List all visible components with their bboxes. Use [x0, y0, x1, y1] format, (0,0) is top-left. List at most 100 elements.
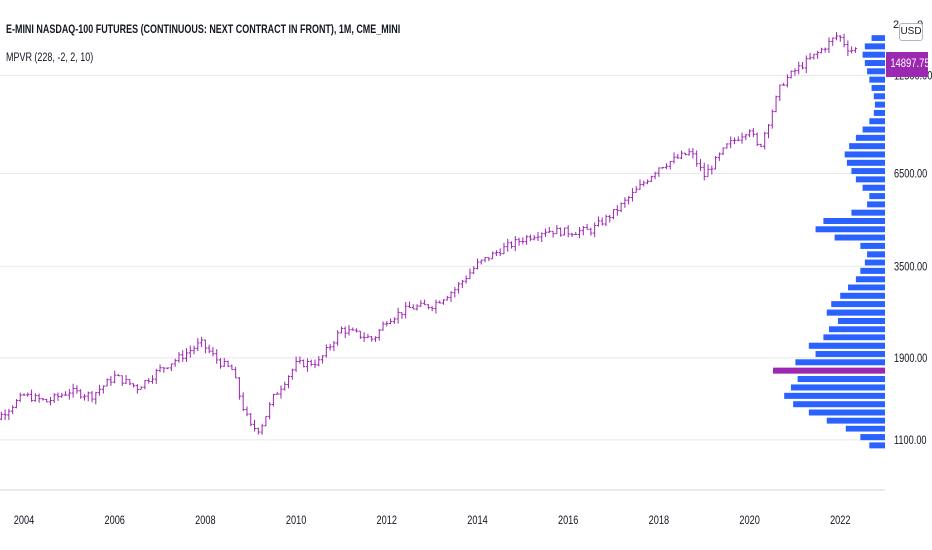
ohlc-bar: [770, 109, 774, 129]
ohlc-bar: [695, 150, 699, 167]
time-tick-label: 2016: [558, 515, 579, 527]
volume-profile-bar: [845, 425, 885, 432]
ohlc-bar: [751, 128, 755, 137]
ohlc-bar: [819, 47, 824, 54]
indicator-label[interactable]: MPVR (228, -2, 2, 10): [6, 52, 94, 64]
ohlc-bar: [105, 378, 109, 387]
ohlc-bar: [128, 378, 132, 386]
ohlc-bar: [283, 381, 287, 391]
ohlc-bar: [124, 375, 128, 384]
volume-profile-bar: [815, 226, 885, 233]
ohlc-bar: [502, 242, 506, 255]
time-tick-label: 2014: [467, 515, 488, 527]
volume-profile-bar: [808, 342, 885, 349]
ohlc-bar: [309, 359, 313, 367]
ohlc-bar: [630, 188, 635, 202]
price-tick-label: 1100.00: [894, 435, 927, 447]
ohlc-bar: [766, 124, 771, 139]
ohlc-bar: [422, 299, 427, 306]
volume-profile-bar: [829, 326, 885, 333]
ohlc-bar: [203, 339, 207, 354]
ohlc-bar: [169, 363, 173, 372]
ohlc-bar: [676, 153, 680, 159]
ohlc-bar: [691, 148, 695, 159]
volume-profile-bar: [864, 43, 885, 50]
ohlc-bar: [717, 152, 721, 161]
ohlc-bar: [804, 55, 808, 74]
time-tick-label: 2022: [830, 515, 851, 527]
ohlc-bar: [22, 393, 26, 396]
ohlc-bar: [808, 52, 812, 60]
volume-profile-bar: [864, 259, 885, 266]
price-tick-label: 3500.00: [894, 261, 927, 273]
ohlc-bar: [816, 50, 820, 59]
ohlc-bar: [713, 156, 718, 170]
ohlc-bar: [759, 143, 763, 148]
volume-profile-bar: [848, 284, 885, 291]
ohlc-bar: [793, 68, 797, 76]
price-tick-label: 1900.00: [894, 353, 927, 365]
ohlc-bar: [577, 227, 582, 239]
ohlc-bar: [11, 405, 15, 415]
ohlc-bar: [430, 306, 434, 312]
time-axis[interactable]: 2004 2006 2008 2010 2012 2014 2016 2018 2020 2022: [14, 515, 851, 527]
ohlc-bar: [60, 392, 64, 398]
volume-profile-bar: [826, 309, 885, 316]
ohlc-bar: [26, 392, 30, 397]
ohlc-bar: [581, 225, 585, 236]
ohlc-bar: [449, 291, 453, 302]
symbol-title[interactable]: E-MINI NASDAQ-100 FUTURES (CONTINUOUS: N…: [6, 24, 401, 36]
ohlc-bar: [404, 301, 408, 319]
ohlc-bar: [664, 163, 669, 170]
volume-profile-bar: [869, 193, 885, 200]
ohlc-bar: [740, 132, 744, 144]
ohlc-bar: [45, 398, 49, 403]
volume-profile-bar: [855, 134, 885, 141]
volume-profile-bar: [837, 317, 885, 325]
ohlc-bar: [441, 299, 446, 305]
ohlc-bar: [850, 46, 854, 54]
last-price-tag: 14897.75: [886, 52, 930, 77]
ohlc-bar: [494, 250, 498, 257]
ohlc-bar: [362, 332, 366, 342]
ohlc-bar: [525, 235, 529, 245]
volume-profile-bar: [815, 351, 885, 357]
ohlc-bar: [562, 227, 567, 236]
volume-profile-bar: [867, 251, 885, 258]
volume-profile-bar: [860, 267, 885, 274]
ohlc-bar: [377, 329, 381, 341]
ohlc-bar: [453, 287, 457, 298]
ohlc-bar: [264, 415, 268, 427]
ohlc-bar: [596, 216, 601, 227]
ohlc-bar: [279, 385, 283, 399]
volume-profile-bar: [871, 84, 885, 91]
ohlc-bar: [642, 180, 646, 187]
ohlc-bar: [748, 129, 752, 138]
ohlc-bar: [336, 330, 340, 346]
ohlc-bar: [143, 379, 147, 390]
ohlc-bar: [135, 384, 139, 394]
ohlc-bar: [385, 321, 389, 327]
ohlc-bar: [249, 413, 253, 427]
ohlc-bar: [634, 186, 638, 193]
time-tick-label: 2010: [286, 515, 307, 527]
volume-profile-bar: [862, 184, 885, 191]
volume-profile-bar: [826, 417, 885, 424]
ohlc-bar: [37, 393, 41, 403]
volume-profile-bar: [840, 292, 885, 299]
ohlc-bar: [464, 275, 468, 284]
ohlc-bar: [252, 419, 257, 432]
ohlc-bar: [370, 335, 374, 342]
ohlc-bar: [593, 222, 597, 238]
ohlc-bar: [797, 61, 801, 75]
currency-selector[interactable]: USD: [899, 23, 923, 41]
ohlc-bar: [90, 391, 94, 403]
ohlc-bar: [475, 258, 480, 270]
volume-profile-bar: [867, 68, 885, 75]
ohlc-bar: [710, 165, 714, 175]
ohlc-bar: [729, 136, 733, 149]
ohlc-bar: [113, 370, 117, 384]
volume-profile-bar: [864, 60, 885, 67]
